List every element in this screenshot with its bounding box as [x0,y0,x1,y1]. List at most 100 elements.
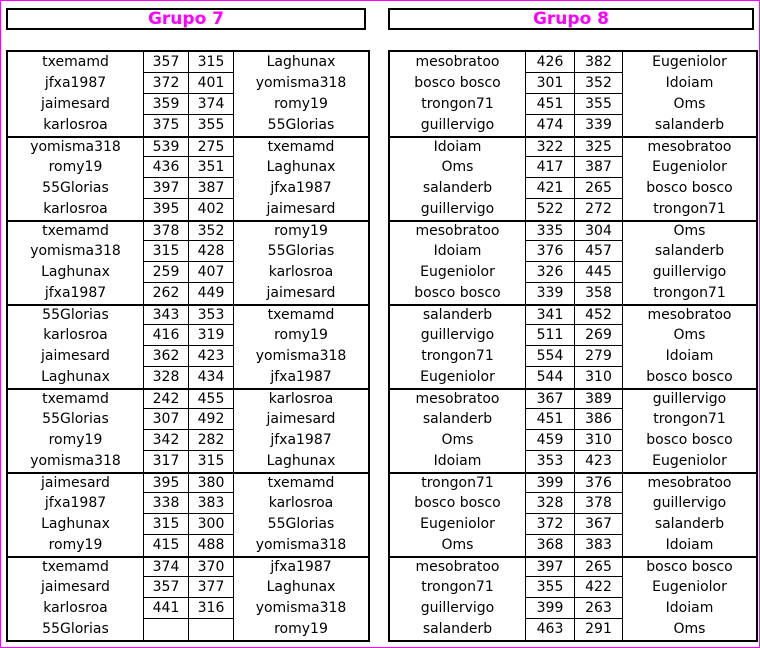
away-player: Eugeniolor [622,577,756,598]
away-player: Eugeniolor [622,52,756,73]
home-score: 459 [525,430,574,451]
away-score: 353 [188,306,233,325]
away-score: 300 [188,514,233,535]
away-score: 275 [188,138,233,157]
away-score: 282 [188,430,233,451]
home-player: yomisma318 [30,453,121,469]
match-row: bosco bosco 339 358 trongon71 [390,283,756,304]
home-score: 375 [143,115,188,136]
home-player: txemamd [42,54,109,70]
away-score: 291 [574,619,622,640]
away-score: 386 [574,409,622,430]
results-table: mesobratoo 426 382 Eugeniolor bosco bosco 301… [388,50,758,642]
home-player: Eugeniolor [420,516,495,532]
home-player: 55Glorias [42,411,109,427]
home-player: bosco bosco [414,285,501,301]
home-score: 357 [143,52,188,73]
home-score: 421 [525,178,574,199]
match-row: mesobratoo 426 382 Eugeniolor [390,52,756,73]
away-player: guillervigo [622,493,756,514]
home-player: bosco bosco [414,495,501,511]
home-score: 399 [525,598,574,619]
away-score: 325 [574,138,622,157]
away-score: 387 [188,178,233,199]
match-row: romy19 436 351 Laghunax [8,157,368,178]
home-score: 544 [525,367,574,388]
match-row: txemamd 242 455 karlosroa [8,390,368,409]
away-player: mesobratoo [622,138,756,157]
away-score: 457 [574,241,622,262]
round-block: trongon71 399 376 mesobratoo bosco bosco 328 3… [390,472,756,556]
away-player: Laghunax [233,52,368,73]
away-player: 55Glorias [233,115,368,136]
away-score: 423 [574,451,622,472]
home-player: karlosroa [43,600,108,616]
home-score: 315 [143,241,188,262]
home-player: Idoiam [433,453,482,469]
match-row: Idoiam 353 423 Eugeniolor [390,451,756,472]
away-score: 449 [188,283,233,304]
round-block: txemamd 378 352 romy19 yomisma318 315 428 55Glo… [8,220,368,304]
away-player: karlosroa [233,390,368,409]
away-score: 358 [574,283,622,304]
home-player: guillervigo [420,600,495,616]
away-player: romy19 [233,325,368,346]
away-player: trongon71 [622,283,756,304]
away-player: jfxa1987 [233,430,368,451]
round-block: mesobratoo 426 382 Eugeniolor bosco bosco 301… [390,52,756,136]
home-score: 374 [143,558,188,577]
away-player: Oms [622,222,756,241]
match-row: Eugeniolor 544 310 bosco bosco [390,367,756,388]
match-row: yomisma318 317 315 Laghunax [8,451,368,472]
home-player: karlosroa [43,117,108,133]
round-block: jaimesard 395 380 txemamd jfxa1987 338 383 karl… [8,472,368,556]
away-player: Idoiam [622,535,756,556]
home-player: txemamd [42,223,109,239]
home-score: 417 [525,157,574,178]
away-player: mesobratoo [622,306,756,325]
away-score: 488 [188,535,233,556]
away-score: 434 [188,367,233,388]
home-score: 307 [143,409,188,430]
away-score: 315 [188,451,233,472]
away-player: yomisma318 [233,73,368,94]
away-player: Eugeniolor [622,451,756,472]
match-row: salanderb 463 291 Oms [390,619,756,640]
match-row: 55Glorias 307 492 jaimesard [8,409,368,430]
away-player: jfxa1987 [233,367,368,388]
home-score: 343 [143,306,188,325]
home-score: 372 [143,73,188,94]
away-score [188,619,233,640]
match-row: guillervigo 474 339 salanderb [390,115,756,136]
home-score: 335 [525,222,574,241]
home-score: 395 [143,199,188,220]
round-block: txemamd 242 455 karlosroa 55Glorias 307 492 jai… [8,388,368,472]
home-score: 426 [525,52,574,73]
away-player: Oms [622,94,756,115]
away-score: 352 [188,222,233,241]
home-player: salanderb [422,411,493,427]
away-score: 263 [574,598,622,619]
away-score: 402 [188,199,233,220]
away-score: 389 [574,390,622,409]
away-player: trongon71 [622,199,756,220]
away-score: 374 [188,94,233,115]
home-player: salanderb [422,307,493,323]
results-table: txemamd 357 315 Laghunax jfxa1987 372 401 yomis… [6,50,370,642]
match-row: guillervigo 511 269 Oms [390,325,756,346]
home-score: 539 [143,138,188,157]
home-player: Eugeniolor [420,369,495,385]
away-score: 387 [574,157,622,178]
away-player: jaimesard [233,199,368,220]
away-score: 319 [188,325,233,346]
home-player: txemamd [42,391,109,407]
away-score: 339 [574,115,622,136]
away-player: salanderb [622,241,756,262]
away-score: 383 [188,493,233,514]
away-score: 316 [188,598,233,619]
away-player: jfxa1987 [233,558,368,577]
home-player: trongon71 [421,348,494,364]
home-score: 339 [525,283,574,304]
match-row: guillervigo 522 272 trongon71 [390,199,756,220]
home-player: jfxa1987 [44,495,107,511]
